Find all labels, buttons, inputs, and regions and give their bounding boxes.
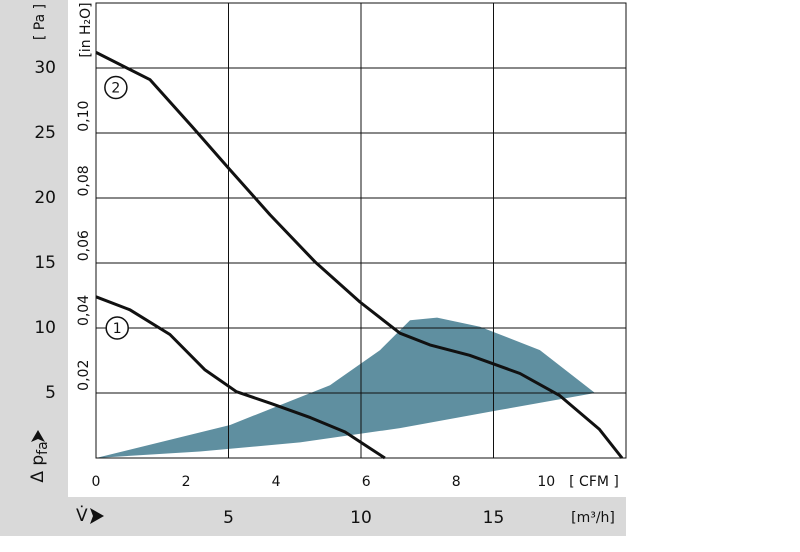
x-label: V̇	[76, 505, 88, 526]
y-unit: [ Pa ]	[32, 4, 48, 40]
x2-unit: [ CFM ]	[569, 474, 619, 490]
left-panel	[0, 0, 68, 536]
y-label-main: Δ pfa	[28, 441, 51, 482]
y2-tick-label: 0,02	[76, 360, 92, 391]
x2-tick-label: 2	[182, 474, 191, 490]
y-tick-label: 15	[34, 253, 56, 273]
y2-tick-label: 0,10	[76, 101, 92, 132]
y2-tick-label: 0,06	[76, 230, 92, 261]
bottom-panel	[0, 497, 626, 536]
plot: 12	[95, 2, 627, 460]
y-label-sub: fa	[35, 441, 51, 455]
curve	[95, 295, 386, 460]
y-tick-label: 30	[34, 58, 56, 78]
y2-tick-label: 0,08	[76, 165, 92, 196]
curve-label: 1	[113, 321, 122, 337]
x2-tick-label: 6	[362, 474, 371, 490]
x2-tick-label: 0	[92, 474, 101, 490]
operating-region	[96, 317, 595, 458]
arrow	[31, 430, 45, 442]
y-tick-label: 5	[45, 383, 56, 403]
x2-tick-label: 10	[537, 474, 555, 490]
y-label: Δ pfa	[28, 430, 51, 483]
curve-label-circle	[105, 316, 129, 340]
y-tick-label: 10	[34, 318, 56, 338]
y2-tick-label: 0,04	[76, 295, 92, 326]
y2-unit: [in H₂O]	[78, 2, 94, 57]
x-tick-label: 5	[223, 508, 234, 528]
x2-tick-label: 4	[272, 474, 281, 490]
x-tick-label: 10	[350, 508, 372, 528]
curve-label: 2	[111, 81, 120, 97]
x2-tick-label: 8	[452, 474, 461, 490]
y-label-main-text: Δ p	[28, 455, 48, 483]
y-tick-label: 20	[34, 188, 56, 208]
x-tick-label: 15	[483, 508, 505, 528]
x-unit: [m³/h]	[571, 510, 615, 526]
plot-frame	[95, 2, 627, 459]
curve-label-circle	[104, 75, 128, 100]
curve	[95, 51, 624, 459]
arrow	[90, 508, 104, 524]
y-tick-label: 25	[34, 123, 56, 143]
